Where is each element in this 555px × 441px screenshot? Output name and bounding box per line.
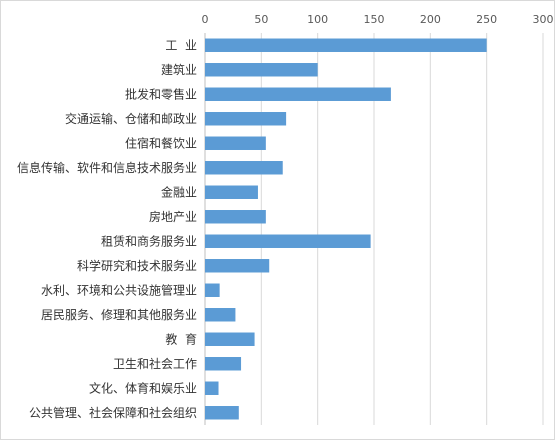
category-label: 批发和零售业 (125, 86, 197, 101)
bar (205, 308, 236, 322)
x-axis-ticks: 0 50 100 150 200 250 300 (202, 13, 554, 26)
category-label: 卫生和社会工作 (113, 356, 197, 371)
category-label: 居民服务、修理和其他服务业 (41, 307, 197, 322)
x-tick-label: 200 (420, 13, 441, 26)
category-labels: 工 业建筑业批发和零售业交通运输、仓储和邮政业住宿和餐饮业信息传输、软件和信息技… (17, 38, 197, 420)
bars (205, 38, 487, 420)
bar (205, 234, 371, 248)
bar (205, 283, 220, 297)
bar (205, 332, 255, 346)
bar (205, 63, 318, 77)
category-label: 教 育 (165, 331, 197, 346)
bar (205, 210, 266, 224)
x-tick-label: 250 (476, 13, 497, 26)
x-tick-label: 0 (202, 13, 209, 26)
category-label: 文化、体育和娱乐业 (89, 380, 197, 395)
category-label: 水利、环境和公共设施管理业 (41, 282, 197, 297)
bar (205, 161, 283, 175)
bar (205, 357, 242, 371)
bar (205, 406, 239, 420)
category-label: 建筑业 (161, 62, 197, 77)
category-label: 工 业 (165, 38, 197, 52)
bar (205, 136, 266, 150)
category-label: 房地产业 (149, 209, 197, 224)
bar (205, 112, 287, 126)
bar (205, 185, 258, 199)
x-tick-label: 50 (254, 13, 268, 26)
category-label: 信息传输、软件和信息技术服务业 (17, 160, 197, 175)
category-label: 租赁和商务服务业 (101, 233, 197, 248)
category-label: 公共管理、社会保障和社会组织 (29, 405, 197, 420)
bar (205, 38, 487, 52)
bar (205, 87, 391, 101)
x-tick-label: 150 (364, 13, 385, 26)
x-tick-label: 300 (533, 13, 554, 26)
category-label: 住宿和餐饮业 (125, 135, 197, 150)
bar (205, 381, 219, 395)
category-label: 科学研究和技术服务业 (77, 258, 197, 273)
bar (205, 259, 270, 273)
category-label: 金融业 (161, 184, 197, 199)
category-label: 交通运输、仓储和邮政业 (65, 111, 197, 126)
x-tick-label: 100 (307, 13, 328, 26)
